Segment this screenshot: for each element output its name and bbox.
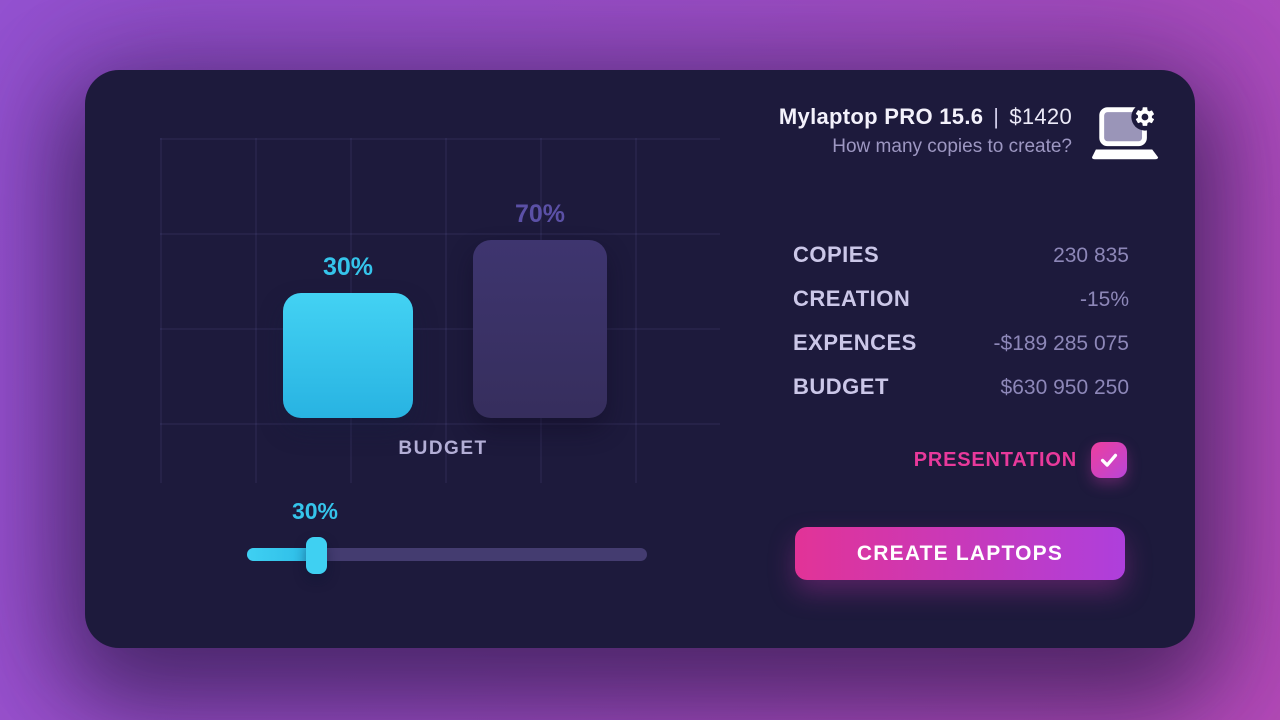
stat-row-budget: BUDGET $630 950 250 xyxy=(793,374,1129,400)
check-icon xyxy=(1100,453,1118,467)
stat-row-creation: CREATION -15% xyxy=(793,286,1129,312)
copies-slider-thumb[interactable] xyxy=(306,537,327,574)
stat-row-copies: COPIES 230 835 xyxy=(793,242,1129,268)
title-separator: | xyxy=(993,104,1000,129)
header: Mylaptop PRO 15.6 | $1420 How many copies … xyxy=(779,104,1160,162)
chart-grid xyxy=(160,138,720,483)
presentation-label: PRESENTATION xyxy=(913,448,1077,471)
stats-list: COPIES 230 835 CREATION -15% EXPENCES -$… xyxy=(793,242,1129,400)
slider-value-label: 30% xyxy=(291,498,339,524)
header-subtitle: How many copies to create? xyxy=(832,136,1072,157)
presentation-checkbox[interactable] xyxy=(1091,442,1127,478)
stat-value: 230 835 xyxy=(1053,244,1129,267)
stat-label: EXPENCES xyxy=(793,330,917,355)
product-title-line: Mylaptop PRO 15.6 | $1420 xyxy=(779,104,1072,130)
bar-value-label-allocated: 30% xyxy=(322,253,374,281)
stat-label: BUDGET xyxy=(793,374,889,399)
copies-slider-track[interactable] xyxy=(247,548,647,561)
stat-label: COPIES xyxy=(793,242,880,267)
stat-row-expences: EXPENCES -$189 285 075 xyxy=(793,330,1129,356)
header-text: Mylaptop PRO 15.6 | $1420 How many copies … xyxy=(779,104,1072,158)
stat-value: -$189 285 075 xyxy=(993,332,1129,355)
bar-allocated xyxy=(283,293,413,418)
x-axis-label: BUDGET xyxy=(398,438,488,459)
stat-label: CREATION xyxy=(793,286,911,311)
product-price: $1420 xyxy=(1009,104,1072,129)
create-laptops-button[interactable]: CREATE LAPTOPS xyxy=(795,527,1125,580)
bar-value-label-remaining: 70% xyxy=(514,200,566,228)
presentation-row: PRESENTATION xyxy=(914,442,1127,478)
stat-value: -15% xyxy=(1079,288,1129,311)
copies-slider-fill xyxy=(247,548,319,561)
bar-remaining xyxy=(473,240,607,418)
stat-value: $630 950 250 xyxy=(1000,376,1129,399)
main-card: Mylaptop PRO 15.6 | $1420 How many copies … xyxy=(85,70,1195,648)
product-name: Mylaptop PRO 15.6 xyxy=(778,104,984,129)
laptop-gear-icon xyxy=(1092,104,1159,160)
